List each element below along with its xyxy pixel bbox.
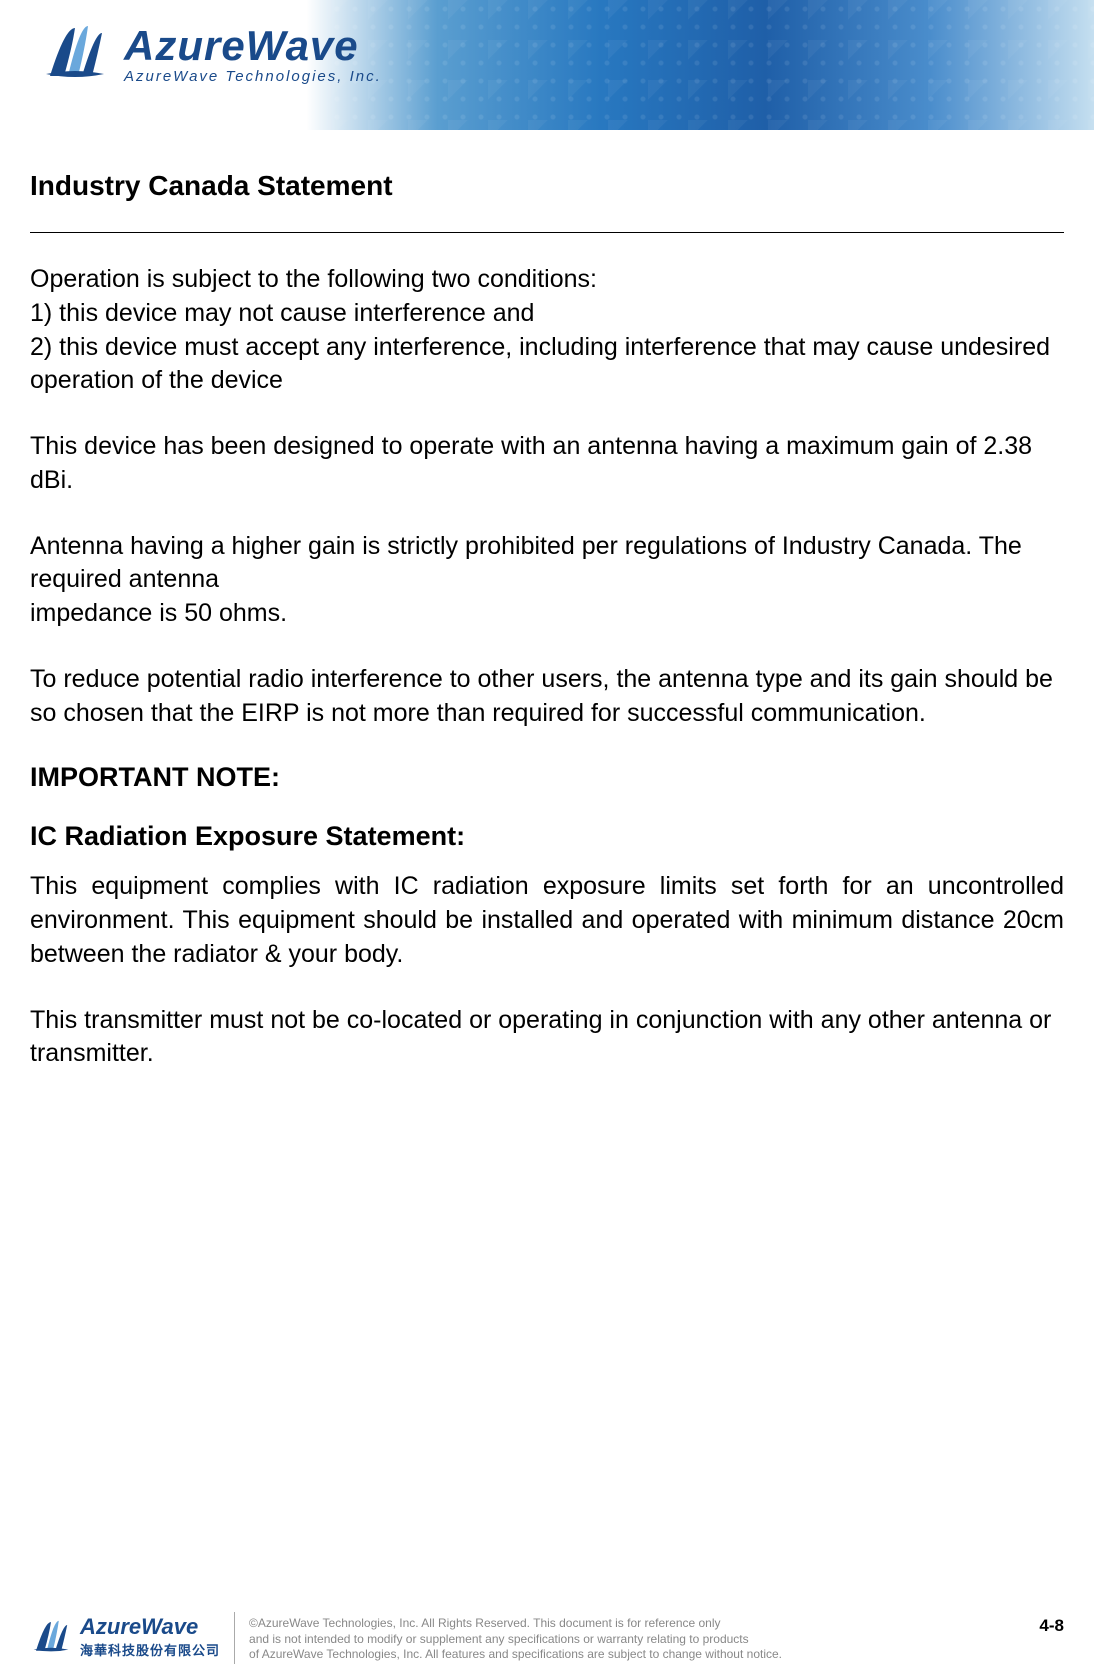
paragraph-eirp: To reduce potential radio interference t… <box>30 663 1064 731</box>
footer-legal-text: ©AzureWave Technologies, Inc. All Rights… <box>249 1604 782 1663</box>
condition-1: 1) this device may not cause interferenc… <box>30 297 1064 331</box>
important-note-heading: IMPORTANT NOTE: <box>30 762 1064 793</box>
header-logo: AzureWave AzureWave Technologies, Inc. <box>40 18 382 88</box>
conditions-intro: Operation is subject to the following tw… <box>30 263 1064 297</box>
footer-logo: AzureWave 海華科技股份有限公司 <box>30 1604 220 1659</box>
footer-logo-text: AzureWave 海華科技股份有限公司 <box>80 1614 220 1659</box>
page-number: 4-8 <box>1039 1616 1064 1636</box>
section-divider <box>30 232 1064 233</box>
brand-name: AzureWave <box>124 22 382 70</box>
brand-subtitle: AzureWave Technologies, Inc. <box>124 68 382 85</box>
banner-pattern <box>328 0 1094 130</box>
impedance-line2: impedance is 50 ohms. <box>30 597 1064 631</box>
footer-logo-icon <box>30 1616 72 1658</box>
paragraph-colocate: This transmitter must not be co-located … <box>30 1004 1064 1072</box>
condition-2: 2) this device must accept any interfere… <box>30 331 1064 399</box>
ic-exposure-heading: IC Radiation Exposure Statement: <box>30 821 1064 852</box>
impedance-line1: Antenna having a higher gain is strictly… <box>30 530 1064 598</box>
page-footer: AzureWave 海華科技股份有限公司 ©AzureWave Technolo… <box>0 1604 1094 1664</box>
legal-line2: and is not intended to modify or supplem… <box>249 1632 782 1648</box>
document-content: Industry Canada Statement Operation is s… <box>0 130 1094 1071</box>
azurewave-logo-icon <box>40 18 110 88</box>
paragraph-impedance: Antenna having a higher gain is strictly… <box>30 530 1064 631</box>
footer-company-cn: 海華科技股份有限公司 <box>80 1640 220 1659</box>
legal-line3: of AzureWave Technologies, Inc. All feat… <box>249 1647 782 1663</box>
paragraph-exposure: This equipment complies with IC radiatio… <box>30 870 1064 971</box>
section-title: Industry Canada Statement <box>30 170 1064 202</box>
paragraph-antenna-gain: This device has been designed to operate… <box>30 430 1064 498</box>
footer-brand-name: AzureWave <box>80 1614 220 1640</box>
legal-line1: ©AzureWave Technologies, Inc. All Rights… <box>249 1616 782 1632</box>
header-banner: AzureWave AzureWave Technologies, Inc. <box>0 0 1094 130</box>
logo-text: AzureWave AzureWave Technologies, Inc. <box>124 22 382 85</box>
paragraph-conditions: Operation is subject to the following tw… <box>30 263 1064 398</box>
footer-separator <box>234 1612 235 1664</box>
